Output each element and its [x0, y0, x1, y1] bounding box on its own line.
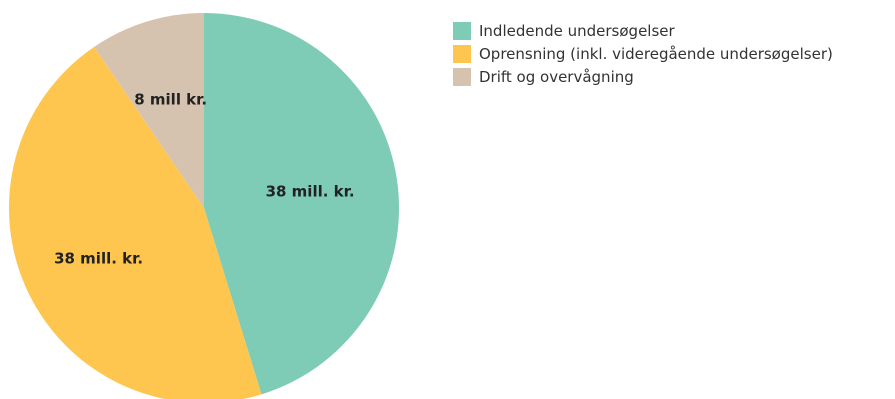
slice-oprensning — [9, 46, 262, 399]
pie-slices — [9, 13, 400, 399]
slice-indledende-undersogelser — [204, 13, 400, 395]
legend-label: Oprensning (inkl. videregående undersøge… — [479, 45, 833, 63]
legend-swatch — [453, 68, 471, 86]
legend-item-indledende-undersogelser: Indledende undersøgelser — [453, 20, 833, 42]
legend-label: Indledende undersøgelser — [479, 22, 675, 40]
legend-label: Drift og overvågning — [479, 68, 634, 86]
pie-labels: 38 mill. kr. 38 mill. kr. 8 mill kr. — [54, 90, 355, 267]
legend-swatch — [453, 45, 471, 63]
data-label: 38 mill. kr. — [54, 249, 143, 267]
legend-swatch — [453, 22, 471, 40]
legend-item-drift-og-overvagning: Drift og overvågning — [453, 66, 833, 88]
data-label: 38 mill. kr. — [266, 183, 355, 201]
pie-chart: 38 mill. kr. 38 mill. kr. 8 mill kr. — [9, 13, 400, 399]
legend-item-oprensning: Oprensning (inkl. videregående undersøge… — [453, 43, 833, 65]
legend: Indledende undersøgelser Oprensning (ink… — [453, 20, 833, 89]
data-label: 8 mill kr. — [134, 90, 207, 108]
slice-drift-og-overvagning — [94, 13, 204, 208]
